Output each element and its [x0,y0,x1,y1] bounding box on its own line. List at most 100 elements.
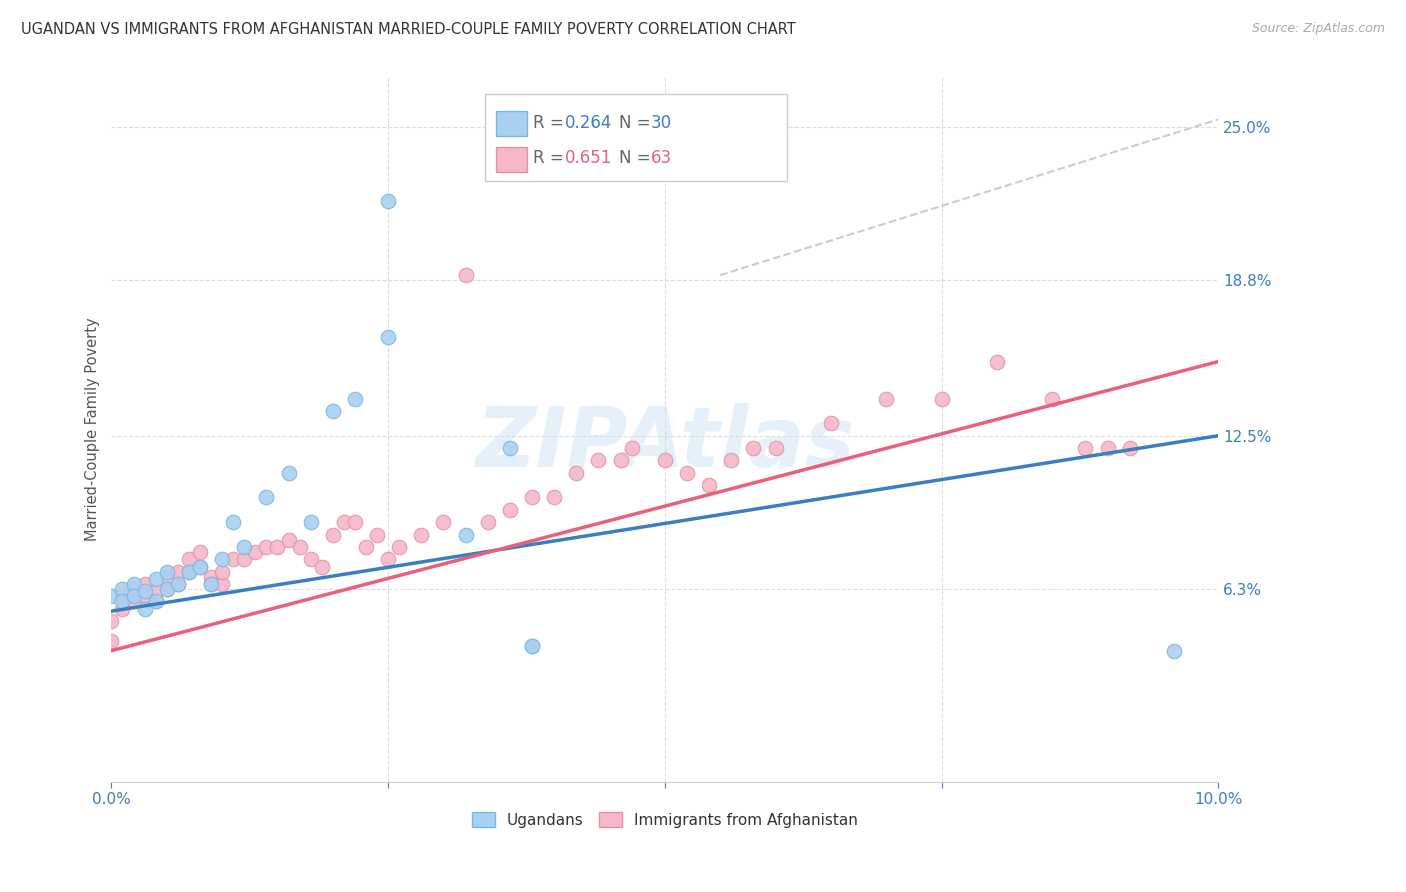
Point [100,633,122,648]
Point [222,552,245,566]
Point [134,601,156,615]
Point [1074,441,1097,455]
Point [200,577,222,591]
Point [111,590,134,604]
Point [720,453,742,467]
Point [233,552,256,566]
Point [499,441,522,455]
Point [145,584,167,599]
Point [245,545,267,559]
Text: 63: 63 [651,149,672,167]
Point [1118,441,1140,455]
Point [377,194,399,208]
Point [1097,441,1119,455]
Point [454,527,477,541]
Point [520,639,543,653]
Point [166,565,188,579]
Point [177,552,200,566]
Point [520,491,543,505]
Text: UGANDAN VS IMMIGRANTS FROM AFGHANISTAN MARRIED-COUPLE FAMILY POVERTY CORRELATION: UGANDAN VS IMMIGRANTS FROM AFGHANISTAN M… [21,22,796,37]
Point [454,268,477,282]
Point [333,515,356,529]
Point [520,639,543,653]
Point [145,572,167,586]
Point [145,594,167,608]
Text: R =: R = [533,149,569,167]
Point [100,590,122,604]
Text: 0.651: 0.651 [565,149,613,167]
Point [366,527,388,541]
Text: 30: 30 [651,114,672,132]
Point [432,515,454,529]
Point [322,527,344,541]
Text: ZIPAtlas: ZIPAtlas [475,403,855,484]
Point [156,582,179,596]
Point [299,552,322,566]
Point [200,569,222,583]
Point [697,478,720,492]
Point [676,466,699,480]
Point [565,466,588,480]
Point [254,540,277,554]
Point [188,545,211,559]
Point [765,441,787,455]
Text: Source: ZipAtlas.com: Source: ZipAtlas.com [1251,22,1385,36]
Point [200,577,222,591]
Point [211,552,233,566]
Point [654,453,676,467]
Point [177,565,200,579]
Point [588,453,610,467]
Point [377,330,399,344]
Point [156,565,179,579]
Point [388,540,411,554]
Point [322,404,344,418]
Point [122,594,145,608]
Point [377,552,399,566]
Point [122,590,145,604]
Point [122,582,145,596]
Point [931,392,953,406]
Point [266,540,288,554]
Point [343,392,366,406]
Point [354,540,377,554]
Point [609,453,631,467]
Point [875,392,897,406]
Legend: Ugandans, Immigrants from Afghanistan: Ugandans, Immigrants from Afghanistan [465,805,865,834]
Point [188,559,211,574]
Point [343,515,366,529]
Point [277,533,299,547]
Point [156,582,179,596]
Point [1163,643,1185,657]
Point [1040,392,1063,406]
Point [134,577,156,591]
Point [134,590,156,604]
Y-axis label: Married-Couple Family Poverty: Married-Couple Family Poverty [86,318,100,541]
Point [288,540,311,554]
Point [122,577,145,591]
Point [233,540,256,554]
Point [254,491,277,505]
Point [277,466,299,480]
Text: 0.264: 0.264 [565,114,613,132]
Point [820,417,842,431]
Point [100,614,122,628]
Point [188,559,211,574]
Point [145,594,167,608]
Point [620,441,643,455]
Point [299,515,322,529]
Text: N =: N = [619,149,655,167]
Point [311,559,333,574]
Text: N =: N = [619,114,655,132]
Point [111,601,134,615]
Point [211,565,233,579]
Point [499,503,522,517]
Point [111,582,134,596]
Point [543,491,565,505]
Point [156,569,179,583]
Point [222,515,245,529]
Point [211,577,233,591]
Text: R =: R = [533,114,569,132]
Point [477,515,499,529]
Point [134,584,156,599]
Point [742,441,765,455]
